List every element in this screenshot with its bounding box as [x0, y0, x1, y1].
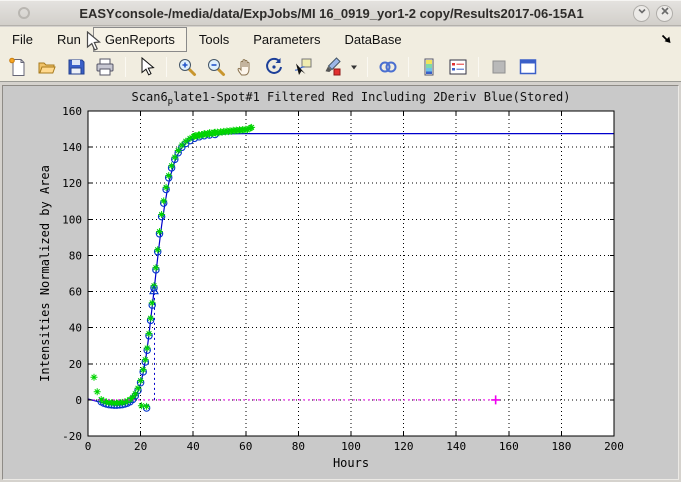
menubar: File Run GenReports Tools Parameters DataBase: [0, 27, 681, 52]
svg-text:200: 200: [604, 440, 624, 453]
rotate-3d-icon: [263, 56, 285, 78]
open-file-button[interactable]: [34, 55, 60, 79]
x-axis-label: Hours: [333, 456, 369, 470]
svg-text:140: 140: [62, 141, 82, 154]
new-document-button[interactable]: [5, 55, 31, 79]
svg-text:40: 40: [187, 440, 200, 453]
data-cursor-button[interactable]: [290, 55, 316, 79]
figure-toolbar: [0, 52, 681, 82]
mouse-cursor: [86, 30, 101, 57]
svg-text:160: 160: [499, 440, 519, 453]
filtered-data-points: [90, 123, 256, 410]
pan-button[interactable]: [232, 55, 258, 79]
new-document-icon: [7, 56, 29, 78]
svg-text:140: 140: [446, 440, 466, 453]
svg-text:100: 100: [341, 440, 361, 453]
insert-colorbar-icon: [418, 56, 440, 78]
svg-text:20: 20: [69, 358, 82, 371]
hide-plot-tools-button[interactable]: [486, 55, 512, 79]
svg-text:-20: -20: [62, 430, 82, 443]
menu-tools[interactable]: Tools: [198, 32, 230, 47]
link-plots-button[interactable]: [375, 55, 401, 79]
insert-legend-icon: [447, 56, 469, 78]
close-icon: [659, 4, 671, 22]
axis-tick-labels: 0 20 40 60 80 100 120 140 160 180 200-200204060801…: [62, 105, 624, 453]
southeast-arrow-icon[interactable]: [660, 32, 673, 48]
menu-parameters[interactable]: Parameters: [253, 32, 321, 47]
close-button[interactable]: [656, 4, 673, 22]
svg-text:60: 60: [69, 286, 82, 299]
insert-legend-button[interactable]: [445, 55, 471, 79]
y-axis-label: Intensities Normalized by Area: [38, 165, 52, 382]
data-cursor-icon: [292, 56, 314, 78]
window-title: EASYconsole-/media/data/ExpJobs/MI 16_09…: [79, 5, 584, 21]
toolbar-separator: [125, 56, 126, 77]
zoom-out-icon: [205, 56, 227, 78]
baseline-end-marker: [491, 395, 501, 405]
brush-data-icon: [321, 56, 343, 78]
insert-colorbar-button[interactable]: [416, 55, 442, 79]
svg-text:20: 20: [134, 440, 147, 453]
toolbar-separator: [478, 56, 479, 77]
shade-button[interactable]: [633, 4, 650, 22]
svg-text:80: 80: [69, 249, 82, 262]
brush-data-button[interactable]: [319, 55, 345, 79]
menu-run[interactable]: Run: [56, 32, 81, 47]
svg-text:160: 160: [62, 105, 82, 118]
figure-canvas[interactable]: 0 20 40 60 80 100 120 140 160 180 200 -20 0 20 40 60 80 1…: [2, 85, 679, 480]
app-icon: [18, 7, 30, 19]
svg-text:80: 80: [292, 440, 305, 453]
titlebar[interactable]: EASYconsole-/media/data/ExpJobs/MI 16_09…: [0, 0, 681, 26]
hide-plot-tools-icon: [488, 56, 510, 78]
toolbar-separator: [166, 56, 167, 77]
toolbar-separator: [367, 56, 368, 77]
figure-title: Scan6plate1-Spot#1 Filtered Red Includin…: [132, 90, 571, 107]
rotate-3d-button[interactable]: [261, 55, 287, 79]
save-figure-icon: [65, 56, 87, 78]
menu-database[interactable]: DataBase: [344, 32, 402, 47]
menu-genreports[interactable]: GenReports: [92, 27, 187, 52]
edit-plot-button[interactable]: [133, 55, 159, 79]
zoom-in-button[interactable]: [174, 55, 200, 79]
brush-dropdown-icon: [349, 56, 359, 78]
zoom-out-button[interactable]: [203, 55, 229, 79]
save-figure-button[interactable]: [63, 55, 89, 79]
edit-plot-icon: [135, 56, 157, 78]
svg-text:120: 120: [62, 177, 82, 190]
svg-text:180: 180: [551, 440, 571, 453]
pan-icon: [234, 56, 256, 78]
axis-ticks: [87, 110, 615, 437]
svg-text:40: 40: [69, 322, 82, 335]
show-plot-tools-button[interactable]: [515, 55, 541, 79]
show-plot-tools-icon: [517, 56, 539, 78]
svg-text:0: 0: [85, 440, 92, 453]
toolbar-separator: [408, 56, 409, 77]
svg-text:100: 100: [62, 213, 82, 226]
link-plots-icon: [377, 56, 399, 78]
svg-text:60: 60: [239, 440, 252, 453]
menu-file[interactable]: File: [12, 32, 33, 47]
open-file-icon: [36, 56, 58, 78]
plot-box-bg: [88, 111, 614, 436]
print-figure-icon: [94, 56, 116, 78]
svg-text:0: 0: [75, 394, 82, 407]
svg-text:120: 120: [394, 440, 414, 453]
plot-svg: 0 20 40 60 80 100 120 140 160 180 200-200204060801…: [38, 90, 624, 470]
brush-dropdown-button[interactable]: [348, 55, 360, 79]
chevron-down-icon: [636, 4, 648, 22]
figure-area: 0 20 40 60 80 100 120 140 160 180 200 -20 0 20 40 60 80 1…: [0, 82, 681, 482]
second-deriv-peak-marker: [149, 284, 159, 295]
print-figure-button[interactable]: [92, 55, 118, 79]
zoom-in-icon: [176, 56, 198, 78]
